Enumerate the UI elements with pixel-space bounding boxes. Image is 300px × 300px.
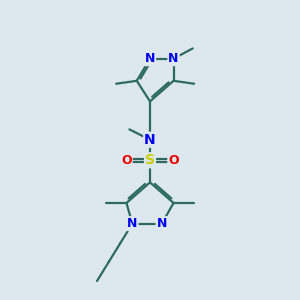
Text: O: O [168, 154, 179, 167]
Text: N: N [144, 133, 156, 147]
Text: N: N [157, 217, 167, 230]
Text: N: N [145, 52, 155, 65]
Text: O: O [121, 154, 132, 167]
Text: N: N [127, 217, 137, 230]
Text: N: N [168, 52, 179, 65]
Text: S: S [145, 153, 155, 167]
